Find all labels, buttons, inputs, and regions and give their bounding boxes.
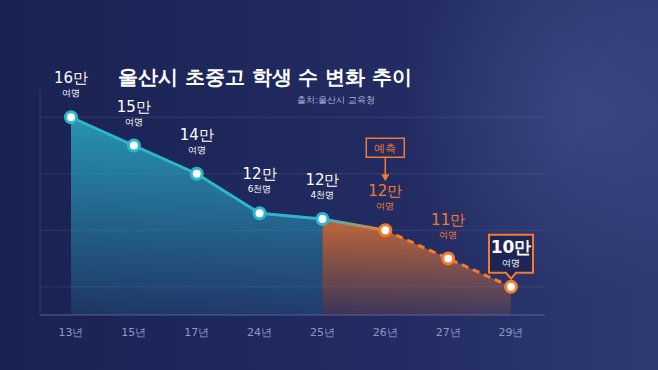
point bbox=[506, 281, 517, 292]
chart: 울산시 초중고 학생 수 변화 추이출처:울산시 교육청 13년 15년 17년 24년… bbox=[0, 0, 658, 370]
data-label: 15만여명 bbox=[117, 98, 151, 127]
data-label: 12만여명 bbox=[368, 182, 402, 211]
background bbox=[0, 0, 658, 370]
data-label: 16만여명 bbox=[54, 69, 88, 98]
annotation-arrowhead bbox=[381, 174, 389, 181]
chart-root: 울산시 초중고 학생 수 변화 추이출처:울산시 교육청 13년 15년 17년 24년… bbox=[0, 0, 658, 370]
x-tick-label: 15년 bbox=[121, 326, 146, 339]
point bbox=[254, 208, 265, 219]
labels: 16만여명 15만여명 14만여명 12만6천명 12만4천명 12만여명 11만여명 10만… bbox=[54, 69, 533, 279]
background-glow bbox=[300, 0, 658, 370]
annotation-box bbox=[366, 138, 404, 157]
title: 울산시 초중고 학생 수 변화 추이 bbox=[118, 65, 413, 89]
area bbox=[322, 219, 511, 315]
grid-line bbox=[40, 117, 545, 118]
x-tick-label: 26년 bbox=[373, 326, 398, 339]
point bbox=[66, 112, 77, 123]
series-line bbox=[71, 117, 322, 219]
point bbox=[128, 140, 139, 151]
x-tick-label: 25년 bbox=[310, 326, 335, 339]
data-label: 12만4천명 bbox=[305, 171, 339, 200]
x-tick-label: 17년 bbox=[184, 326, 209, 339]
plot-area bbox=[66, 112, 517, 315]
data-label: 12만6천명 bbox=[243, 165, 277, 194]
annotation: 예측 bbox=[374, 142, 396, 155]
subtitle: 출처:울산시 교육청 bbox=[297, 95, 375, 105]
x-tick-label: 13년 bbox=[59, 326, 84, 339]
data-label: 10만여명 bbox=[491, 237, 532, 268]
label-box bbox=[489, 235, 533, 279]
x-tick-label: 29년 bbox=[499, 326, 524, 339]
y-axis-line bbox=[40, 89, 41, 315]
connector bbox=[322, 219, 385, 230]
point bbox=[317, 213, 328, 224]
point bbox=[380, 225, 391, 236]
x-tick-label: 24년 bbox=[247, 326, 272, 339]
point bbox=[443, 253, 454, 264]
data-label: 14만여명 bbox=[180, 126, 214, 155]
point bbox=[191, 168, 202, 179]
data-label: 11만여명 bbox=[431, 211, 465, 240]
area bbox=[71, 117, 322, 315]
x-tick-label: 27년 bbox=[436, 326, 461, 339]
